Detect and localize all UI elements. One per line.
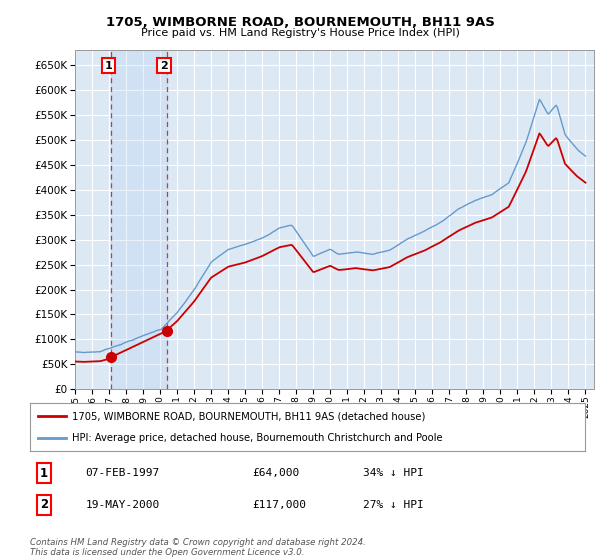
Text: 27% ↓ HPI: 27% ↓ HPI	[363, 500, 424, 510]
Text: Contains HM Land Registry data © Crown copyright and database right 2024.
This d: Contains HM Land Registry data © Crown c…	[30, 538, 366, 557]
Text: 1: 1	[40, 467, 48, 480]
Text: 2: 2	[40, 498, 48, 511]
Text: 2: 2	[160, 60, 168, 71]
Text: 1705, WIMBORNE ROAD, BOURNEMOUTH, BH11 9AS (detached house): 1705, WIMBORNE ROAD, BOURNEMOUTH, BH11 9…	[71, 411, 425, 421]
Text: £117,000: £117,000	[252, 500, 306, 510]
Text: 19-MAY-2000: 19-MAY-2000	[86, 500, 160, 510]
Text: 1705, WIMBORNE ROAD, BOURNEMOUTH, BH11 9AS: 1705, WIMBORNE ROAD, BOURNEMOUTH, BH11 9…	[106, 16, 494, 29]
Text: 1: 1	[104, 60, 112, 71]
Text: 34% ↓ HPI: 34% ↓ HPI	[363, 468, 424, 478]
Text: HPI: Average price, detached house, Bournemouth Christchurch and Poole: HPI: Average price, detached house, Bour…	[71, 433, 442, 443]
Text: Price paid vs. HM Land Registry's House Price Index (HPI): Price paid vs. HM Land Registry's House …	[140, 28, 460, 38]
Bar	[111, 50, 167, 389]
Text: £64,000: £64,000	[252, 468, 299, 478]
Text: 07-FEB-1997: 07-FEB-1997	[86, 468, 160, 478]
